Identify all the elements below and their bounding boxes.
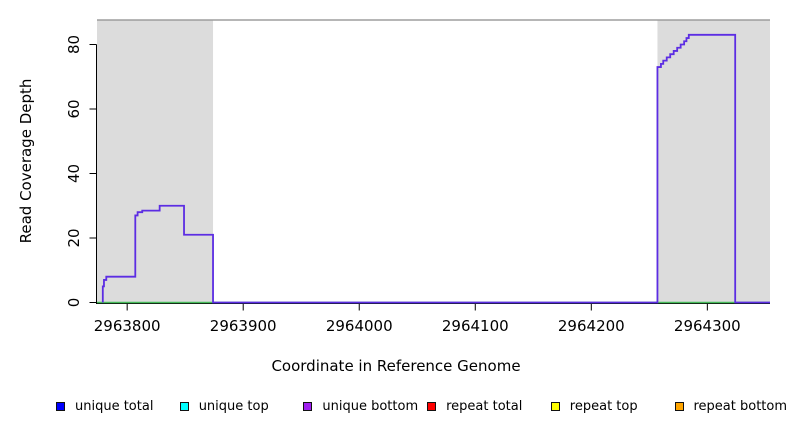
repeat-total-swatch-icon xyxy=(427,402,437,411)
legend-item-unique-bottom: unique bottom xyxy=(303,399,418,414)
unique-bottom-swatch-icon xyxy=(303,402,313,411)
legend-item-repeat-total: repeat total xyxy=(427,399,522,414)
legend-label-repeat-bottom: repeat bottom xyxy=(693,399,788,414)
x-tick-label: 2964300 xyxy=(674,317,741,335)
x-tick-label: 2963800 xyxy=(94,317,161,335)
x-tick-label: 2964000 xyxy=(326,317,393,335)
repeat-bottom-swatch-icon xyxy=(674,402,684,411)
coverage-step-line xyxy=(101,33,770,304)
x-tick-label: 2964200 xyxy=(558,317,625,335)
legend-label-unique-total: unique total xyxy=(75,399,154,414)
legend-label-repeat-top: repeat top xyxy=(569,399,638,414)
y-axis-title: Read Coverage Depth xyxy=(17,78,35,244)
legend-item-unique-top: unique top xyxy=(179,399,269,414)
legend-label-repeat-total: repeat total xyxy=(446,399,523,414)
y-tick-label: 40 xyxy=(65,164,83,183)
repeat-top-swatch-icon xyxy=(550,402,560,411)
highlight-region xyxy=(97,20,214,304)
y-tick-label: 60 xyxy=(65,99,83,118)
highlight-region xyxy=(657,20,770,304)
legend-item-unique-total: unique total xyxy=(56,399,153,414)
x-tick-label: 2964100 xyxy=(442,317,509,335)
x-axis-title: Coordinate in Reference Genome xyxy=(271,357,521,375)
unique-top-swatch-icon xyxy=(179,402,189,411)
legend: unique total unique top unique bottom repea… xyxy=(0,399,792,423)
legend-item-repeat-bottom: repeat bottom xyxy=(674,399,788,414)
legend-item-repeat-top: repeat top xyxy=(550,399,638,414)
unique-total-swatch-icon xyxy=(56,402,65,411)
x-tick-label: 2963900 xyxy=(210,317,277,335)
y-tick-label: 0 xyxy=(65,298,83,308)
legend-label-unique-bottom: unique bottom xyxy=(322,399,419,414)
y-tick-label: 20 xyxy=(65,228,83,247)
y-tick-label: 80 xyxy=(65,35,83,54)
legend-label-unique-top: unique top xyxy=(198,399,269,414)
